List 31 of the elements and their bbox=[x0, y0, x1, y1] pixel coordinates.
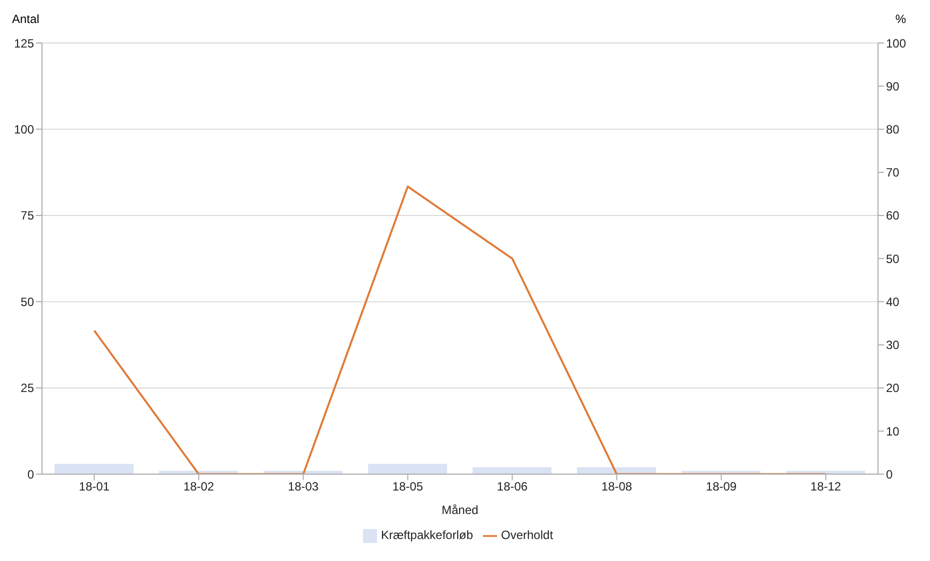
y2-tick-label: 70 bbox=[886, 166, 900, 180]
y2-tick-label: 90 bbox=[886, 79, 900, 94]
y2-tick-label: 0 bbox=[886, 467, 893, 482]
y2-tick-label: 60 bbox=[886, 208, 900, 223]
x-tick-label: 18-12 bbox=[810, 480, 842, 494]
x-tick-label: 18-05 bbox=[392, 480, 424, 494]
y-tick-label: 75 bbox=[20, 208, 34, 223]
y2-tick-label: 50 bbox=[886, 252, 900, 266]
x-tick-label: 18-09 bbox=[706, 480, 737, 494]
x-tick-label: 18-02 bbox=[183, 480, 214, 494]
y2-tick-label: 100 bbox=[886, 36, 906, 50]
y-axis-title: Antal bbox=[12, 12, 40, 26]
y-tick-label: 25 bbox=[20, 381, 34, 396]
y-tick-label: 100 bbox=[14, 122, 34, 136]
x-axis-title: Måned bbox=[442, 503, 478, 518]
y2-tick-label: 10 bbox=[886, 424, 900, 438]
legend-label: Kræftpakkeforløb bbox=[380, 528, 473, 542]
x-tick-label: 18-03 bbox=[288, 480, 319, 494]
y-tick-label: 0 bbox=[27, 467, 34, 482]
x-tick-label: 18-06 bbox=[496, 480, 528, 494]
y2-axis-title: % bbox=[895, 12, 906, 26]
y-tick-label: 125 bbox=[14, 36, 34, 50]
legend-label: Overholdt bbox=[501, 528, 554, 542]
y-tick-label: 50 bbox=[20, 294, 34, 309]
y2-tick-label: 80 bbox=[886, 122, 900, 136]
y2-tick-label: 30 bbox=[886, 338, 900, 352]
x-tick-label: 18-08 bbox=[601, 480, 632, 494]
line-series bbox=[93, 186, 827, 474]
y2-tick-label: 40 bbox=[886, 294, 900, 309]
x-tick-label: 18-01 bbox=[78, 480, 110, 494]
y2-tick-label: 20 bbox=[886, 381, 900, 396]
